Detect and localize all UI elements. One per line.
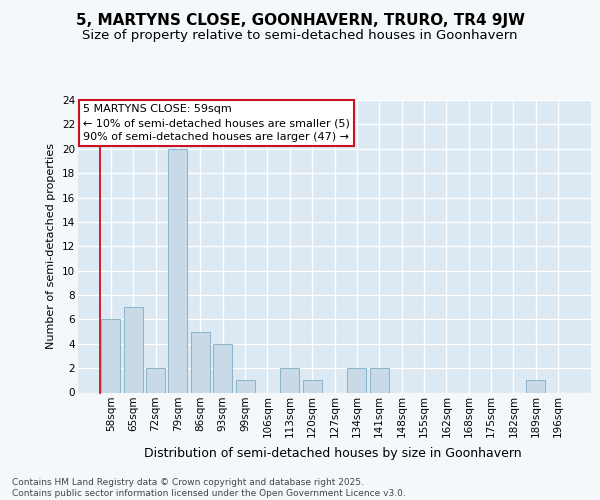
Bar bbox=[302, 380, 322, 392]
Y-axis label: Number of semi-detached properties: Number of semi-detached properties bbox=[46, 143, 56, 350]
Bar bbox=[526, 380, 545, 392]
Bar bbox=[191, 332, 210, 392]
Bar bbox=[347, 368, 367, 392]
Bar bbox=[280, 368, 299, 392]
Bar bbox=[146, 368, 165, 392]
Text: Contains HM Land Registry data © Crown copyright and database right 2025.
Contai: Contains HM Land Registry data © Crown c… bbox=[12, 478, 406, 498]
Text: Size of property relative to semi-detached houses in Goonhavern: Size of property relative to semi-detach… bbox=[82, 29, 518, 42]
Text: Distribution of semi-detached houses by size in Goonhavern: Distribution of semi-detached houses by … bbox=[144, 448, 522, 460]
Bar bbox=[169, 149, 187, 392]
Bar bbox=[101, 320, 121, 392]
Text: 5, MARTYNS CLOSE, GOONHAVERN, TRURO, TR4 9JW: 5, MARTYNS CLOSE, GOONHAVERN, TRURO, TR4… bbox=[76, 12, 524, 28]
Bar bbox=[236, 380, 254, 392]
Text: 5 MARTYNS CLOSE: 59sqm
← 10% of semi-detached houses are smaller (5)
90% of semi: 5 MARTYNS CLOSE: 59sqm ← 10% of semi-det… bbox=[83, 104, 350, 142]
Bar bbox=[370, 368, 389, 392]
Bar bbox=[213, 344, 232, 393]
Bar bbox=[124, 307, 143, 392]
